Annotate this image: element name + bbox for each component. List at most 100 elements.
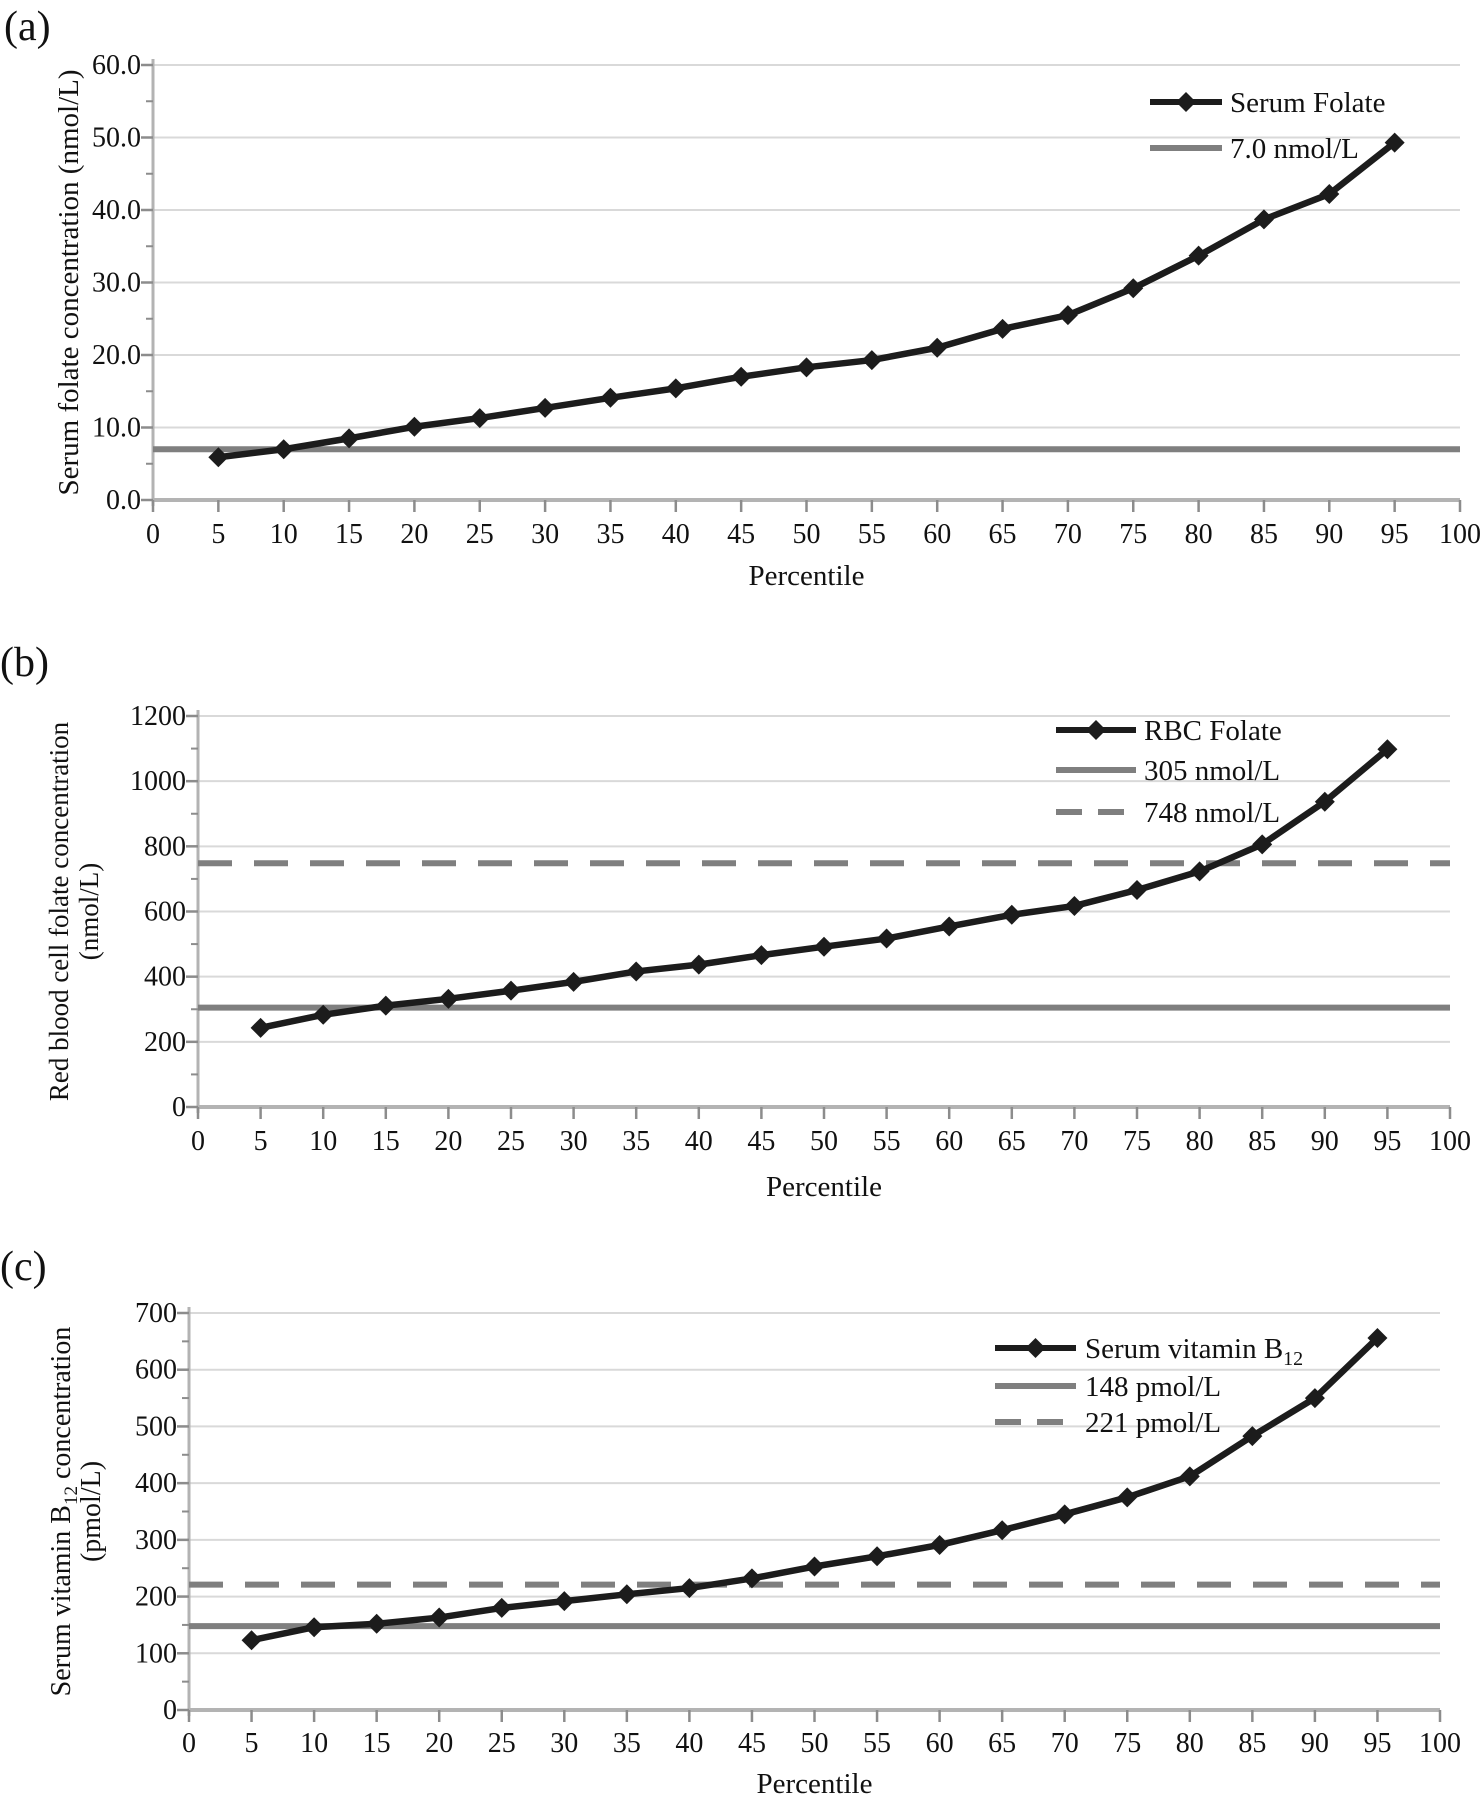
x-tick-label: 80 [1176,1728,1204,1759]
x-tick-label: 45 [738,1728,766,1759]
data-point [1001,904,1022,925]
data-point [501,980,521,1001]
legend: Serum Folate 7.0 nmol/L [1150,87,1385,165]
data-point [1377,739,1398,760]
x-tick-label: 30 [531,519,559,550]
panel-b-label: (b) [0,640,49,686]
gridlines [198,715,1450,1043]
data-point [313,1004,334,1025]
data-point [751,945,772,966]
y-axis-title-line: Red blood cell folate concentration [44,721,74,1101]
data-point [563,971,584,992]
y-tick-label: 400 [144,962,186,993]
y-axis-title-line: (pmol/L) [76,1461,107,1562]
legend-label: 748 nmol/L [1144,797,1280,829]
x-tick-label: 10 [309,1126,337,1157]
data-point [339,428,360,449]
data-point [1304,1388,1325,1409]
x-tick-label: 85 [1248,1126,1276,1157]
data-point [438,988,459,1009]
x-tick-label: 70 [1051,1728,1079,1759]
y-tick-label: 800 [144,831,186,862]
y-tick-label: 500 [135,1411,177,1442]
x-tick-label: 15 [363,1728,391,1759]
panel-a: (a) 0.0 10.0 20.0 30.0 40.0 50.0 60.0 0 5 10 15 20 2… [0,0,1484,600]
y-tick-label: 0.0 [106,485,141,516]
data-point [927,337,948,358]
x-tick-label: 90 [1301,1728,1329,1759]
x-tick-label: 70 [1054,519,1082,550]
legend-series-marker [1176,92,1196,112]
data-point [876,928,897,949]
data-point [861,350,882,371]
x-tick-label: 60 [926,1728,954,1759]
x-axis: 0 5 10 15 20 25 30 35 40 45 50 55 60 65 70 75 80 85 90 95 10… [191,1107,1471,1203]
x-tick-label: 50 [801,1728,829,1759]
data-point [616,1584,637,1605]
x-tick-label: 75 [1113,1728,1141,1759]
x-axis-title: Percentile [766,1171,882,1203]
x-tick-label: 100 [1429,1126,1471,1157]
data-point [1384,132,1405,153]
y-tick-label: 200 [135,1582,177,1613]
legend-item: 305 nmol/L [1056,755,1280,787]
data-point [1127,879,1147,900]
x-tick-label: 60 [923,519,951,550]
data-point [600,387,621,408]
y-axis: 0.0 10.0 20.0 30.0 40.0 50.0 60.0 [92,50,153,516]
x-tick-label: 95 [1373,1126,1401,1157]
legend-item: 148 pmol/L [995,1371,1221,1403]
legend-label: 221 pmol/L [1085,1407,1221,1439]
y-axis-title: Serum folate concentration (nmol/L) [53,70,85,496]
x-tick-label: 5 [211,519,225,550]
data-point [491,1597,512,1618]
data-point [250,1017,271,1038]
y-tick-label: 50.0 [92,123,141,154]
x-tick-label: 30 [550,1728,578,1759]
y-tick-label: 300 [135,1525,177,1556]
panel-c: (c) 0 100 200 300 400 500 600 700 0 5 10 15 20 25 30 35… [0,1240,1484,1800]
chart-rbc-folate: 0 200 400 600 800 1000 1200 0 5 10 15 20 25 30 35 40 45 5… [44,701,1471,1203]
x-tick-label: 35 [622,1126,650,1157]
legend-label: Serum vitamin B12 [1085,1333,1303,1370]
legend: RBC Folate 305 nmol/L 748 nmol/L [1056,715,1282,829]
x-axis-title: Percentile [749,560,865,592]
data-point [1188,245,1209,266]
y-tick-label: 60.0 [92,50,141,81]
x-tick-label: 55 [873,1126,901,1157]
x-tick-label: 50 [810,1126,838,1157]
x-tick-label: 90 [1311,1126,1339,1157]
x-tick-label: 95 [1381,519,1409,550]
x-tick-label: 75 [1123,1126,1151,1157]
series-line [215,139,1398,461]
data-point [929,1534,950,1555]
x-axis-title: Percentile [757,1768,873,1800]
y-axis: 0 200 400 600 800 1000 1200 [130,701,198,1123]
x-tick-label: 25 [497,1126,525,1157]
legend-label: 7.0 nmol/L [1230,133,1359,165]
y-tick-label: 20.0 [92,340,141,371]
x-tick-label: 100 [1419,1728,1461,1759]
x-tick-label: 75 [1119,519,1147,550]
legend-item: 748 nmol/L [1056,797,1280,829]
data-point [679,1578,700,1599]
gridlines [189,1312,1440,1655]
series [241,1327,1388,1651]
x-tick-label: 40 [662,519,690,550]
x-tick-label: 100 [1439,519,1481,550]
data-point [469,408,490,429]
data-point [992,1520,1013,1541]
panel-a-label: (a) [4,4,51,50]
reference-lines [198,860,1450,1011]
data-point [1367,1327,1388,1348]
x-tick-label: 45 [747,1126,775,1157]
x-tick-label: 35 [613,1728,641,1759]
y-axis-title: Red blood cell folate concentration (nmol… [44,721,104,1101]
x-tick-label: 45 [727,519,755,550]
legend-item: 7.0 nmol/L [1150,133,1359,165]
data-point [1054,1504,1075,1525]
y-tick-label: 0 [172,1092,186,1123]
data-point [1189,861,1210,882]
legend-series-marker [1086,720,1106,740]
